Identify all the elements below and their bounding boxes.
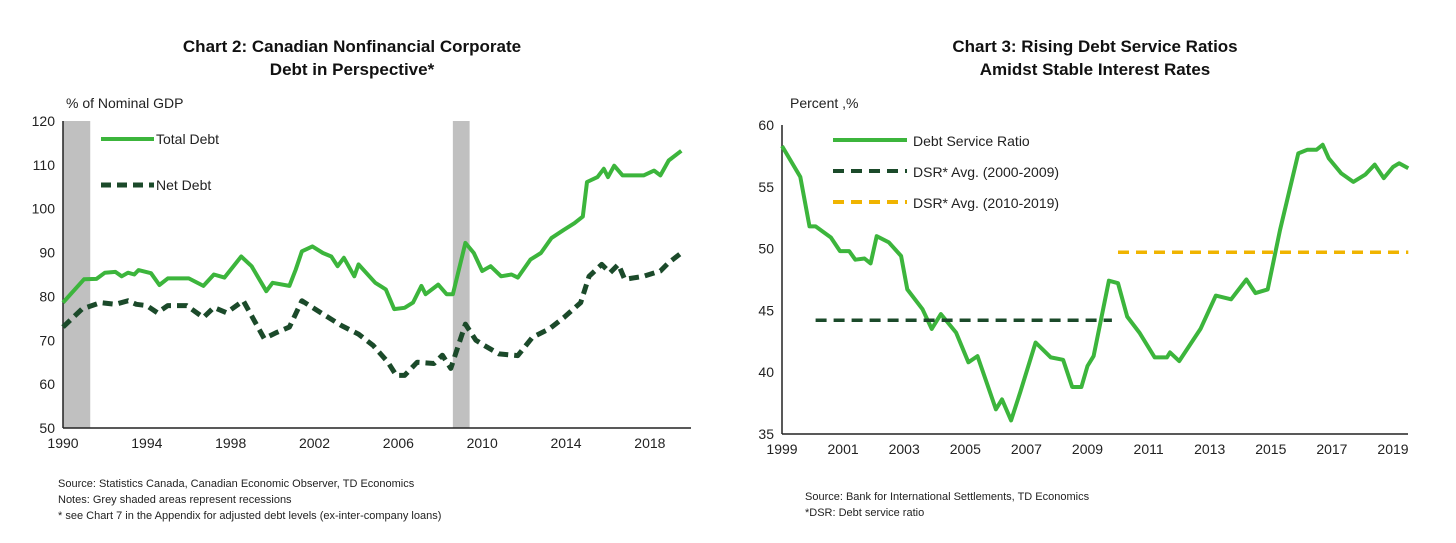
x-tick-label: 2006 [383,435,414,451]
y-tick-label: 60 [758,117,774,133]
x-tick-label: 2001 [828,441,859,457]
chart-2-y-axis-label: % of Nominal GDP [66,95,183,111]
x-tick-label: 2013 [1194,441,1225,457]
x-tick-label: 1990 [47,435,78,451]
x-tick-label: 1999 [766,441,797,457]
chart-2-legend: Total Debt Net Debt [101,131,219,193]
chart-3-source-note: Source: Bank for International Settlemen… [805,491,1090,503]
x-tick-label: 2010 [467,435,498,451]
chart-2-appendix-note: * see Chart 7 in the Appendix for adjust… [58,510,441,522]
y-tick-label: 70 [39,332,55,348]
chart-3-legend: Debt Service Ratio DSR* Avg. (2000-2009)… [833,133,1059,211]
series-line-debt-service-ratio [780,142,1410,423]
x-tick-label: 2018 [634,435,665,451]
y-tick-label: 80 [39,288,55,304]
legend-label-dsr-avg-2000-2009: DSR* Avg. (2000-2009) [913,164,1059,180]
chart-3-title-line2: Amidst Stable Interest Rates [980,60,1211,79]
x-tick-label: 2015 [1255,441,1286,457]
y-tick-label: 40 [758,364,774,380]
chart-2-title-line2: Debt in Perspective* [270,60,435,79]
chart-3: Chart 3: Rising Debt Service Ratios Amid… [758,37,1410,519]
x-tick-label: 2019 [1377,441,1408,457]
recession-shade [63,121,91,428]
y-tick-label: 90 [39,245,55,261]
series-line-net-debt [61,251,683,378]
y-tick-label: 45 [758,302,774,318]
x-tick-label: 2011 [1134,441,1164,457]
chart-2-recession-note: Notes: Grey shaded areas represent reces… [58,494,292,506]
y-tick-label: 50 [758,241,774,257]
series-line-total-debt [61,149,683,312]
x-tick-label: 2005 [950,441,981,457]
legend-label-dsr-avg-2010-2019: DSR* Avg. (2010-2019) [913,195,1059,211]
legend-label-dsr: Debt Service Ratio [913,133,1030,149]
chart-2-source-note: Source: Statistics Canada, Canadian Econ… [58,478,415,490]
x-tick-label: 1998 [215,435,246,451]
y-tick-label: 35 [758,426,774,442]
y-tick-label: 110 [33,157,56,173]
chart-2-title: Chart 2: Canadian Nonfinancial Corporate [183,37,521,56]
x-tick-label: 2009 [1072,441,1103,457]
chart-3-title: Chart 3: Rising Debt Service Ratios [952,37,1237,56]
y-tick-label: 50 [39,420,55,436]
y-tick-label: 55 [758,179,774,195]
x-tick-label: 2002 [299,435,330,451]
y-tick-label: 100 [32,201,56,217]
recession-shade [452,121,470,428]
x-tick-label: 2003 [889,441,920,457]
y-tick-label: 120 [32,113,56,129]
x-tick-label: 2017 [1316,441,1347,457]
chart-3-y-axis-label: Percent ,% [790,95,858,111]
legend-label-total-debt: Total Debt [156,131,219,147]
y-tick-label: 60 [39,376,55,392]
chart-2: Chart 2: Canadian Nonfinancial Corporate… [32,37,691,522]
x-tick-label: 2014 [550,435,581,451]
x-tick-label: 2007 [1011,441,1042,457]
legend-label-net-debt: Net Debt [156,177,211,193]
x-tick-label: 1994 [131,435,162,451]
chart-3-dsr-note: *DSR: Debt service ratio [805,507,924,519]
